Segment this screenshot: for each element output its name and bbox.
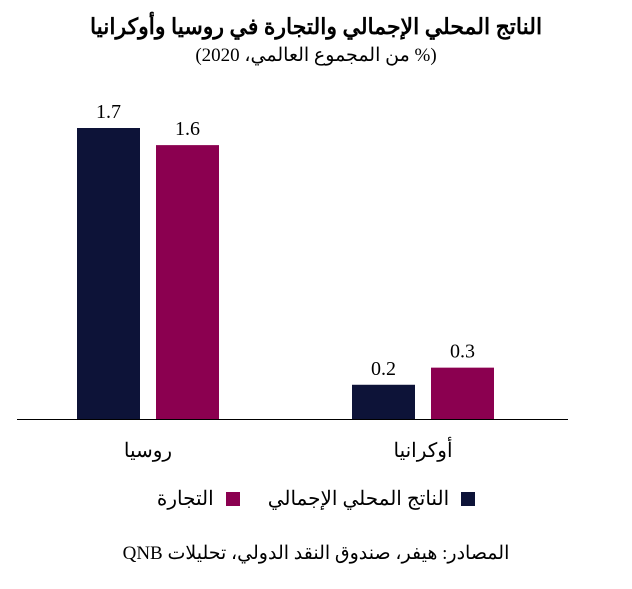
legend-label-trade: التجارة (156, 488, 214, 510)
labels-layer: 1.7 1.6 روسيا 0.2 0.3 أوكرانيا (96, 101, 475, 462)
bars-layer (77, 128, 494, 419)
data-label-gdp-1: 0.2 (371, 358, 396, 380)
legend: الناتج المحلي الإجمالي التجارة (0, 486, 632, 512)
legend-swatch-gdp (461, 492, 476, 506)
bar-gdp-0 (77, 128, 140, 419)
data-label-gdp-0: 1.7 (96, 101, 121, 123)
legend-item-gdp: الناتج المحلي الإجمالي (267, 486, 476, 512)
bar-chart: 1.7 1.6 روسيا 0.2 0.3 أوكرانيا (17, 101, 568, 462)
bar-trade-0 (156, 145, 219, 419)
bar-trade-1 (431, 367, 494, 419)
bar-gdp-1 (352, 384, 415, 419)
legend-label-gdp: الناتج المحلي الإجمالي (267, 488, 450, 510)
data-label-trade-0: 1.6 (175, 118, 200, 140)
source-note: المصادر: هيفر، صندوق النقد الدولي، تحليل… (122, 543, 510, 564)
category-label-1: أوكرانيا (393, 436, 452, 462)
data-label-trade-1: 0.3 (450, 341, 475, 363)
chart-subtitle: (% من المجموع العالمي، 2020) (195, 45, 437, 66)
legend-item-trade: التجارة (157, 486, 240, 512)
chart-title: الناتج المحلي الإجمالي والتجارة في روسيا… (89, 14, 543, 39)
legend-swatch-trade (225, 492, 240, 506)
category-label-0: روسيا (124, 440, 172, 462)
